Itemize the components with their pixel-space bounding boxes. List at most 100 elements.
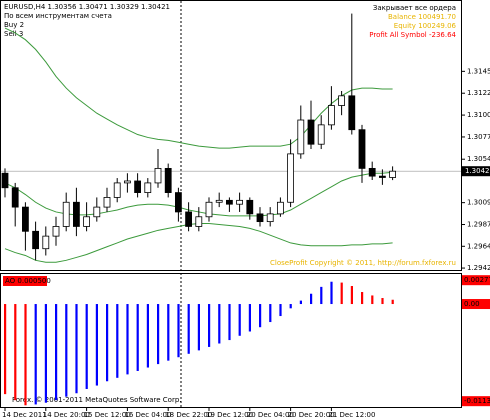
candle-body	[62, 201, 70, 227]
ao-bar	[340, 282, 343, 305]
ao-bar	[269, 304, 272, 323]
ao-bar	[330, 281, 333, 305]
candle-body	[215, 199, 223, 203]
candle-body	[154, 167, 162, 184]
x-tick-label: 20 Dec 20:00	[288, 411, 335, 419]
ao-bar	[259, 304, 262, 328]
x-tick-label: 20 Dec 04:00	[247, 411, 294, 419]
ao-bar	[136, 304, 139, 371]
candle-body	[134, 180, 142, 193]
ao-bar	[95, 304, 98, 386]
candle-body	[368, 167, 376, 177]
ao-bar	[218, 304, 221, 344]
y-tick-label: 0.00	[464, 300, 480, 308]
candle-body	[287, 153, 295, 203]
candle-body	[195, 216, 203, 227]
ao-bar	[14, 304, 17, 401]
candle-body	[256, 213, 264, 223]
panel-line: Закрывает все ордера	[373, 4, 456, 12]
ao-bar	[208, 304, 211, 347]
ao-bar	[157, 304, 160, 365]
ao-bar	[248, 304, 251, 332]
candle-body	[144, 182, 152, 193]
ao-bar	[187, 304, 190, 354]
ao-bar	[391, 299, 394, 305]
candle-body	[338, 95, 346, 106]
symbol-header: EURUSD,H4 1.30356 1.30471 1.30329 1.3042…	[4, 3, 170, 11]
ao-bar	[279, 304, 282, 317]
x-tick-label: 18 Dec 22:00	[165, 411, 212, 419]
ao-bar	[361, 292, 364, 305]
ao-bar	[24, 304, 27, 406]
panel-line: Balance 100491.70	[388, 13, 456, 21]
candle-body	[327, 105, 335, 126]
candle-body	[32, 230, 39, 250]
indicator-label-box	[3, 276, 47, 286]
ao-bar	[167, 304, 170, 361]
current-price-box	[462, 166, 490, 177]
info-line: По всем инструментам счета	[4, 12, 112, 20]
candle-body	[11, 187, 19, 208]
x-tick-label: 14 Dec 20:00	[43, 411, 90, 419]
ao-bar	[44, 304, 47, 403]
ao-bar	[116, 304, 119, 378]
candle-body	[266, 213, 274, 223]
ao-bar	[371, 295, 374, 305]
ao-bar	[299, 300, 302, 305]
ao-bar	[228, 304, 231, 341]
footer: Forex. © 2001-2011 MetaQuotes Software C…	[12, 396, 182, 404]
candle-body	[113, 182, 121, 198]
candle-body	[103, 197, 111, 208]
candle-body	[205, 201, 213, 218]
candle-body	[317, 124, 325, 145]
indicator-label: AO 0.000500	[5, 277, 51, 285]
ao-bar	[126, 304, 129, 375]
copyright: CloseProfit Copyright © 2011, http://for…	[270, 259, 456, 267]
candle-body	[358, 129, 366, 169]
y-tick-label: 1.30775	[467, 133, 490, 141]
ao-bar	[350, 286, 353, 305]
candle-body	[52, 226, 60, 237]
x-tick-label: 14 Dec 2011	[2, 411, 47, 419]
y-tick-label: 1.30545	[467, 155, 490, 163]
y-tick-box	[462, 299, 490, 310]
ao-bar	[75, 304, 78, 394]
y-tick-box	[462, 396, 490, 407]
y-tick-box	[462, 275, 490, 286]
y-tick-label: 1.31227	[467, 89, 490, 97]
candle-body	[307, 119, 315, 145]
ao-bar	[177, 304, 180, 358]
candle-body	[297, 119, 305, 155]
ao-bar	[4, 304, 7, 395]
candle-body	[378, 175, 386, 178]
y-tick-label: 0.002779	[464, 276, 490, 284]
candle-body	[42, 235, 50, 250]
info-line: Buy 2	[4, 21, 24, 29]
candle-body	[389, 170, 397, 178]
candle-body	[73, 201, 80, 227]
y-tick-label: 1.29645	[467, 242, 490, 250]
panel-line: Profit All Symbol -236.64	[369, 31, 456, 39]
ao-bar	[85, 304, 88, 389]
candle-body	[174, 192, 182, 213]
y-tick-label: 1.2987	[467, 221, 490, 229]
ao-bar	[381, 298, 384, 305]
ao-bar	[289, 304, 292, 309]
ao-bar	[320, 286, 323, 305]
candle-body	[21, 206, 29, 232]
x-tick-label: 19 Dec 12:00	[206, 411, 253, 419]
main-frame	[0, 0, 462, 271]
candle-body	[185, 211, 193, 227]
y-tick-label: 1.31453	[467, 67, 490, 75]
candle-body	[164, 167, 172, 193]
ao-bar	[106, 304, 109, 382]
y-tick-label: -0.01132	[464, 397, 490, 405]
candle-body	[83, 216, 90, 227]
x-tick-label: 16 Dec 04:00	[124, 411, 171, 419]
candle-body	[246, 199, 254, 215]
candle-body	[1, 172, 9, 189]
